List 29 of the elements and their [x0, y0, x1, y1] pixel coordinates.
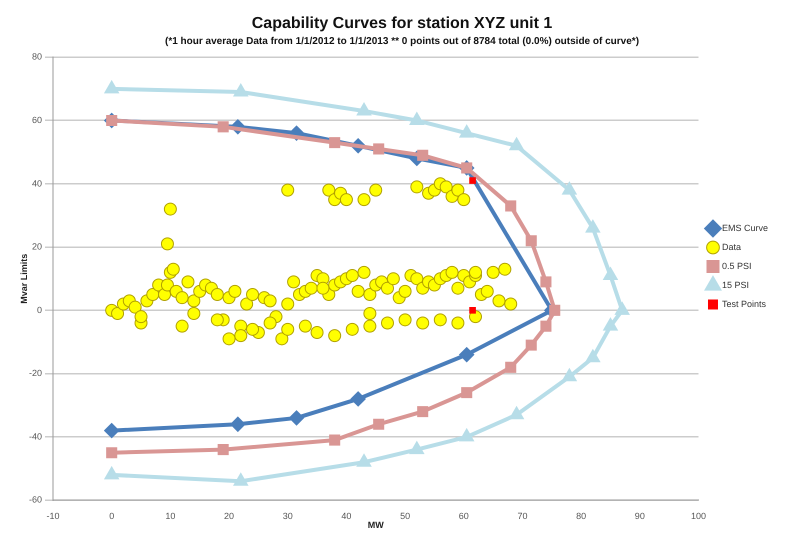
x-tick-label: 40 [341, 511, 352, 522]
x-tick-label: 0 [109, 511, 114, 522]
y-tick-label: -60 [28, 494, 42, 505]
legend-label: EMS Curve [722, 222, 768, 233]
x-tick-label: 90 [634, 511, 645, 522]
y-tick-label: 40 [32, 178, 42, 188]
x-tick-label: 10 [165, 511, 176, 522]
chart-title: Capability Curves for station XYZ unit 1 [252, 15, 552, 32]
y-tick-label: 20 [32, 242, 42, 252]
legend-label: Data [722, 242, 742, 252]
x-tick-label: 70 [517, 511, 528, 522]
y-axis-title: Mvar Limits [19, 254, 30, 304]
x-tick-label: 50 [400, 511, 410, 522]
x-tick-label: 100 [690, 511, 706, 522]
y-tick-label: 80 [32, 52, 42, 62]
chart-subtitle: (*1 hour average Data from 1/1/2012 to 1/1/2013 ** 0 points out of 8784 total (0.0%) outside of curve*) [164, 36, 640, 47]
x-tick-label: 80 [576, 511, 586, 522]
y-tick-label: -20 [28, 368, 42, 378]
x-tick-label: 60 [458, 511, 469, 522]
y-tick-label: -40 [28, 431, 42, 442]
x-tick-label: 30 [282, 511, 293, 522]
x-axis-title: MW [368, 520, 384, 530]
x-tick-label: -10 [46, 511, 60, 522]
legend-label: 15 PSI [722, 280, 750, 290]
y-tick-label: 0 [36, 304, 42, 315]
legend-label: 0.5 PSI [722, 260, 752, 271]
y-tick-label: 60 [32, 114, 42, 125]
legend-label: Test Points [722, 298, 767, 309]
x-tick-label: 20 [224, 511, 234, 522]
